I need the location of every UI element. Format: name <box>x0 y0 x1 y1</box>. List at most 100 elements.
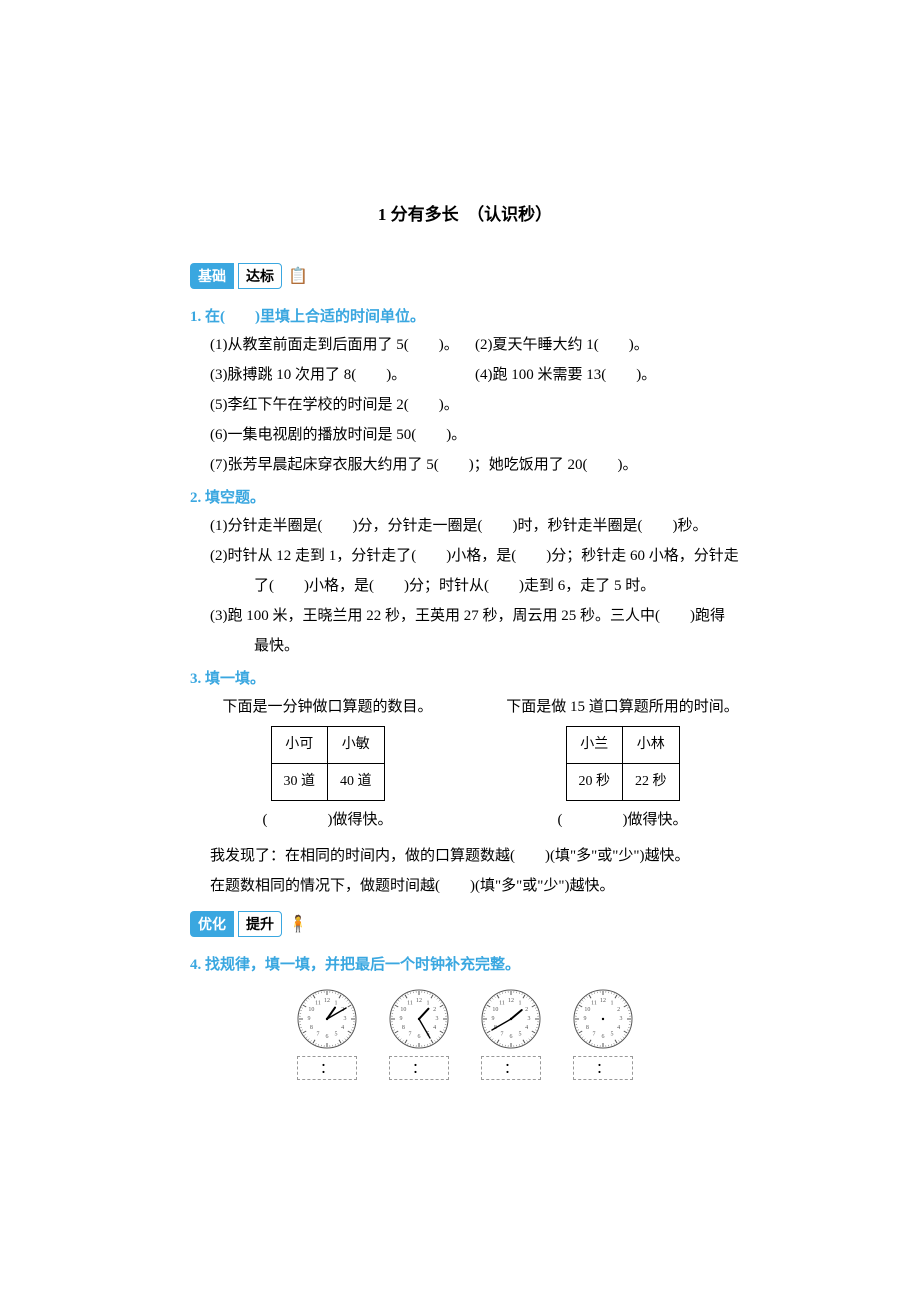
svg-text:9: 9 <box>400 1016 403 1022</box>
time-box-3: ： <box>481 1056 541 1080</box>
svg-text:5: 5 <box>611 1032 614 1038</box>
svg-text:5: 5 <box>519 1032 522 1038</box>
q1-heading: 1. 在( )里填上合适的时间单位。 <box>190 305 740 326</box>
t2v2: 22 秒 <box>623 764 680 801</box>
q3-table1: 小可小敏 30 道40 道 <box>271 726 385 801</box>
q3-heading: 3. 填一填。 <box>190 667 740 688</box>
clock-face-1: 123456789101112 <box>296 988 358 1050</box>
q3-left-caption: 下面是一分钟做口算题的数目。 <box>210 692 445 722</box>
time-box-1: ： <box>297 1056 357 1080</box>
q2-i2b: 了( )小格，是( )分；时针从( )走到 6，走了 5 时。 <box>210 571 740 601</box>
svg-text:1: 1 <box>335 1000 338 1006</box>
t2h1: 小兰 <box>566 727 623 764</box>
q1-i1: (1)从教室前面走到后面用了 5( )。 <box>210 330 475 360</box>
q4-heading: 4. 找规律，填一填，并把最后一个时钟补充完整。 <box>190 953 740 974</box>
svg-text:12: 12 <box>508 998 514 1004</box>
q1-body: (1)从教室前面走到后面用了 5( )。 (2)夏天午睡大约 1( )。 (3)… <box>190 330 740 480</box>
time-box-4: ： <box>573 1056 633 1080</box>
time-box-2: ： <box>389 1056 449 1080</box>
basic-badge: 基础达标 📋 <box>190 263 308 289</box>
badge-adv-right: 提升 <box>238 911 282 937</box>
badge-basic-left: 基础 <box>190 263 234 289</box>
person-icon: 🧍 <box>288 914 308 934</box>
svg-text:9: 9 <box>492 1016 495 1022</box>
q1-i7: (7)张芳早晨起床穿衣服大约用了 5( )；她吃饭用了 20( )。 <box>210 450 740 480</box>
svg-text:9: 9 <box>308 1016 311 1022</box>
t1v1: 30 道 <box>271 764 328 801</box>
svg-text:3: 3 <box>620 1016 623 1022</box>
svg-text:10: 10 <box>492 1007 498 1013</box>
svg-text:2: 2 <box>525 1007 528 1013</box>
q2-i2a: (2)时针从 12 走到 1，分针走了( )小格，是( )分；秒针走 60 小格… <box>210 541 740 571</box>
svg-text:12: 12 <box>600 998 606 1004</box>
q3-line1: 我发现了：在相同的时间内，做的口算题数越( )(填"多"或"少")越快。 <box>210 841 740 871</box>
svg-text:6: 6 <box>602 1034 605 1040</box>
t1v2: 40 道 <box>328 764 385 801</box>
svg-text:4: 4 <box>525 1025 528 1031</box>
svg-text:4: 4 <box>433 1025 436 1031</box>
svg-text:7: 7 <box>501 1032 504 1038</box>
q1-i2: (2)夏天午睡大约 1( )。 <box>475 330 740 360</box>
svg-text:4: 4 <box>341 1025 344 1031</box>
svg-text:11: 11 <box>499 1000 505 1006</box>
page-title: 1 分有多长 （认识秒） <box>190 200 740 225</box>
clock-1: 123456789101112： <box>296 988 358 1080</box>
q1-i5: (5)李红下午在学校的时间是 2( )。 <box>210 390 740 420</box>
q1-i6: (6)一集电视剧的播放时间是 50( )。 <box>210 420 740 450</box>
q3-body: 下面是一分钟做口算题的数目。 小可小敏 30 道40 道 ( )做得快。 下面是… <box>190 692 740 901</box>
svg-text:6: 6 <box>326 1034 329 1040</box>
q2-i3a: (3)跑 100 米，王晓兰用 22 秒，王英用 27 秒，周云用 25 秒。三… <box>210 601 740 631</box>
clock-face-3: 123456789101112 <box>480 988 542 1050</box>
svg-text:8: 8 <box>402 1025 405 1031</box>
clock-3: 123456789101112： <box>480 988 542 1080</box>
q3-right-caption: 下面是做 15 道口算题所用的时间。 <box>505 692 740 722</box>
svg-text:1: 1 <box>611 1000 614 1006</box>
badge-basic-right: 达标 <box>238 263 282 289</box>
clock-face-2: 123456789101112 <box>388 988 450 1050</box>
svg-text:11: 11 <box>591 1000 597 1006</box>
svg-text:7: 7 <box>409 1032 412 1038</box>
clocks-row: 123456789101112：123456789101112：12345678… <box>190 988 740 1080</box>
svg-text:3: 3 <box>528 1016 531 1022</box>
advanced-badge: 优化提升 🧍 <box>190 911 308 937</box>
svg-text:3: 3 <box>344 1016 347 1022</box>
svg-text:9: 9 <box>584 1016 587 1022</box>
q2-body: (1)分针走半圈是( )分，分针走一圈是( )时，秒针走半圈是( )秒。 (2)… <box>190 511 740 661</box>
clock-2: 123456789101112： <box>388 988 450 1080</box>
svg-text:6: 6 <box>418 1034 421 1040</box>
clock-4: 123456789101112： <box>572 988 634 1080</box>
svg-text:3: 3 <box>436 1016 439 1022</box>
q1-i4: (4)跑 100 米需要 13( )。 <box>475 360 740 390</box>
q3-table2: 小兰小林 20 秒22 秒 <box>566 726 680 801</box>
q2-i1: (1)分针走半圈是( )分，分针走一圈是( )时，秒针走半圈是( )秒。 <box>210 511 740 541</box>
t2h2: 小林 <box>623 727 680 764</box>
q2-heading: 2. 填空题。 <box>190 486 740 507</box>
q3-left-after: ( )做得快。 <box>210 805 445 835</box>
svg-text:1: 1 <box>427 1000 430 1006</box>
svg-text:11: 11 <box>407 1000 413 1006</box>
t1h1: 小可 <box>271 727 328 764</box>
badge-adv-left: 优化 <box>190 911 234 937</box>
svg-text:10: 10 <box>400 1007 406 1013</box>
q3-line2: 在题数相同的情况下，做题时间越( )(填"多"或"少")越快。 <box>210 871 740 901</box>
svg-text:10: 10 <box>308 1007 314 1013</box>
svg-text:5: 5 <box>335 1032 338 1038</box>
q2-i3b: 最快。 <box>210 631 740 661</box>
svg-text:2: 2 <box>617 1007 620 1013</box>
svg-text:7: 7 <box>593 1032 596 1038</box>
svg-text:6: 6 <box>510 1034 513 1040</box>
svg-text:10: 10 <box>584 1007 590 1013</box>
svg-text:11: 11 <box>315 1000 321 1006</box>
svg-text:7: 7 <box>317 1032 320 1038</box>
svg-text:8: 8 <box>586 1025 589 1031</box>
clipboard-icon: 📋 <box>288 266 308 286</box>
q3-right-after: ( )做得快。 <box>505 805 740 835</box>
svg-text:4: 4 <box>617 1025 620 1031</box>
svg-text:2: 2 <box>433 1007 436 1013</box>
svg-text:1: 1 <box>519 1000 522 1006</box>
t2v1: 20 秒 <box>566 764 623 801</box>
t1h2: 小敏 <box>328 727 385 764</box>
clock-face-4: 123456789101112 <box>572 988 634 1050</box>
svg-text:8: 8 <box>310 1025 313 1031</box>
q1-i3: (3)脉搏跳 10 次用了 8( )。 <box>210 360 475 390</box>
